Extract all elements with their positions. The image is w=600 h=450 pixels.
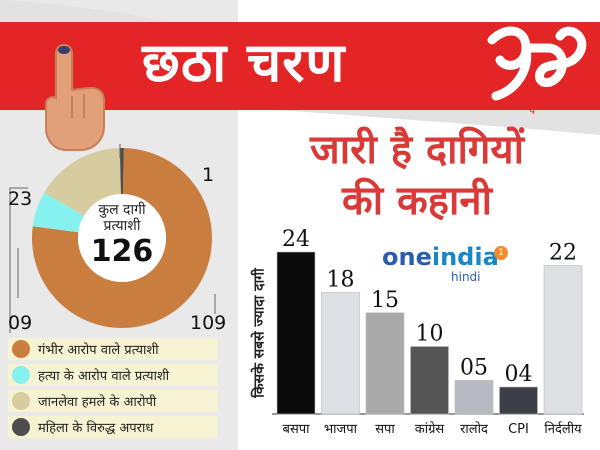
voting-finger-icon [45,44,105,151]
brand-badge: 1 [494,246,508,260]
donut-slice-0 [32,148,213,328]
category-label: भाजपा [324,422,358,437]
donut-slice-2 [44,148,121,216]
bar-0 [276,251,316,415]
donut-label-1: 1 [202,164,215,186]
brand-sub: hindi [451,270,481,284]
legend-label: गंभीर आरोप वाले प्रत्याशी [38,343,159,358]
bar-4 [454,379,494,415]
bar-value-label: 10 [416,322,444,347]
bar-value-label: 24 [282,227,310,252]
bar-value-label: 05 [460,355,488,380]
phase-numeral-six: ६ [487,26,587,116]
donut-center-label: कुल दागी प्रत्याशी 126 [70,202,174,270]
bar-value-label: 18 [327,268,355,293]
legend-swatch [12,392,30,410]
brand-india: india [431,243,499,271]
bar-value-label: 22 [549,241,577,266]
category-label: बसपा [283,422,311,437]
bar-value-label: 15 [371,288,399,313]
banner-title: छठा चरण [142,31,346,94]
donut-slice-1 [32,192,85,233]
donut-center-line2: प्रत्याशी [103,218,141,234]
legend-swatch [12,340,30,358]
brand-one: one [382,243,432,271]
legend-item: महिला के विरुद्ध अपराध [8,416,218,438]
legend-label: महिला के विरुद्ध अपराध [38,421,154,436]
bar-value-label: 04 [505,362,533,387]
category-label: कांग्रेस [415,421,445,437]
bar-6 [543,265,583,415]
phase-numeral-text: ६ [529,102,535,116]
donut-center-line1: कुल दागी [98,202,146,218]
category-label: रालोद [460,421,489,437]
bar-5 [499,386,538,415]
headline-line1: जारी है दागियों [310,127,524,173]
bar-3 [410,346,449,415]
donut-total: 126 [90,234,154,269]
headline-line2: की कहानी [342,178,492,224]
legend-item: गंभीर आरोप वाले प्रत्याशी [8,338,218,360]
oneindia-logo: oneindia [382,244,499,270]
donut-label-09: 09 [8,312,33,334]
legend-item: हत्या के आरोप वाले प्रत्याशी [8,364,218,386]
legend-label: हत्या के आरोप वाले प्रत्याशी [38,369,170,384]
category-label: सपा [375,422,395,437]
donut-label-23: 23 [8,188,33,210]
donut-label-109: 109 [190,312,227,334]
donut-hole [78,194,166,282]
category-label: निर्दलीय [544,421,582,437]
legend-swatch [12,366,30,384]
legend-label: जानलेवा हमले के आरोपी [38,395,157,410]
legend-swatch [12,418,30,436]
bar-1 [321,292,360,415]
bar-2 [365,312,405,415]
category-label: CPI [508,422,529,437]
legend-item: जानलेवा हमले के आरोपी [8,390,218,412]
donut-slice-3 [119,148,124,195]
donut-chart [9,144,216,333]
